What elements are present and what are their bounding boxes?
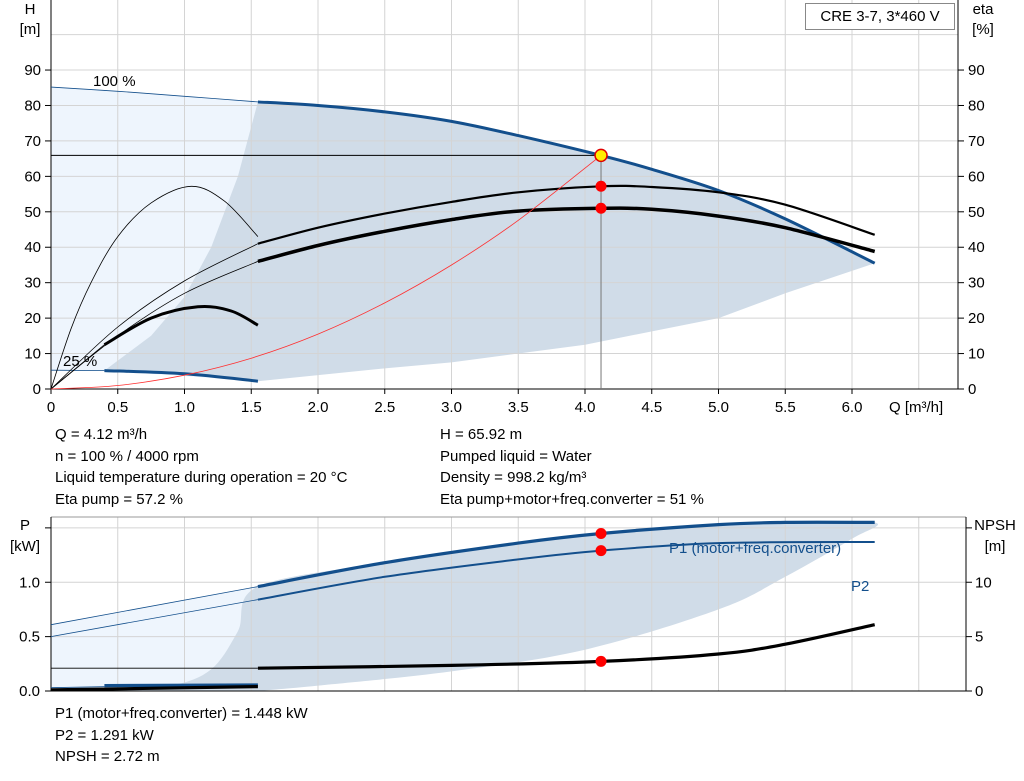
y-tick-label-right: 60 xyxy=(968,168,985,185)
curve-h100-thin xyxy=(50,86,258,103)
power-envelope xyxy=(104,521,879,691)
y-tick-label: 10 xyxy=(24,346,41,363)
readout-line: Pumped liquid = Water xyxy=(440,447,592,465)
y-tick-label: 50 xyxy=(24,204,41,221)
light-power-region xyxy=(51,586,258,691)
readout-bottom: P1 (motor+freq.converter) = 1.448 kW P2 … xyxy=(55,703,308,768)
curve-h25 xyxy=(104,369,259,383)
y-tick-label-right: 40 xyxy=(968,239,985,256)
operating-envelope xyxy=(104,101,875,382)
y-tick-label: 80 xyxy=(24,97,41,114)
duty-point-head xyxy=(594,148,608,163)
x-axis-label: Q [m³/h] xyxy=(889,399,943,416)
curve-eta_total_25 xyxy=(103,305,259,347)
y-axis-label-right: eta xyxy=(973,1,995,18)
x-tick-label: 0.5 xyxy=(107,399,128,416)
x-tick-label: 3.5 xyxy=(508,399,529,416)
y-tick-label-right: 0 xyxy=(975,683,983,700)
y-tick-label: 1.0 xyxy=(19,574,40,591)
duty-point-p1 xyxy=(595,528,607,540)
y-tick-label-right: 90 xyxy=(968,62,985,79)
x-tick-label: 0 xyxy=(47,399,55,416)
curve-eta_pump_25-thin xyxy=(50,185,259,390)
x-tick-label: 2.0 xyxy=(308,399,329,416)
x-tick-label: 6.0 xyxy=(842,399,863,416)
x-tick-label: 3.0 xyxy=(441,399,462,416)
curve-p1_25-thin xyxy=(50,686,105,689)
curve-p2 xyxy=(257,541,875,601)
curve-eta_pump-thin xyxy=(50,243,259,390)
curve-eta_pump xyxy=(257,184,876,245)
readout-line: P2 = 1.291 kW xyxy=(55,726,154,744)
x-tick-label: 4.5 xyxy=(641,399,662,416)
curve-h100 xyxy=(257,100,876,265)
curve-p1-thin xyxy=(50,586,258,626)
x-tick-label: 1.5 xyxy=(241,399,262,416)
x-tick-label: 2.5 xyxy=(374,399,395,416)
readout-line: n = 100 % / 4000 rpm xyxy=(55,447,199,465)
readout-line: Liquid temperature during operation = 20… xyxy=(55,469,348,486)
duty-point-npsh xyxy=(595,655,607,667)
duty-point-p2 xyxy=(595,545,607,557)
readout-line: P1 (motor+freq.converter) = 1.448 kW xyxy=(55,705,308,722)
readout-line: Eta pump+motor+freq.converter = 51 % xyxy=(440,490,704,508)
y-tick-label: 70 xyxy=(24,133,41,150)
y-tick-label: 60 xyxy=(24,168,41,185)
curve-p2_25 xyxy=(50,685,258,692)
curve-p2-thin xyxy=(50,599,258,637)
curve-eta_total_25-thin xyxy=(50,344,105,390)
y-tick-label: 0.5 xyxy=(19,629,40,646)
x-tick-label: 4.0 xyxy=(575,399,596,416)
y-tick-label-right: 80 xyxy=(968,97,985,114)
duty-point-eta-total xyxy=(595,202,607,214)
curve-system-thin xyxy=(50,155,602,390)
legend-p2: P2 xyxy=(851,578,869,595)
y-tick-label: 30 xyxy=(24,275,41,292)
readout-line: H = 65.92 m xyxy=(440,426,523,443)
y-tick-label-right: 20 xyxy=(968,310,985,327)
x-tick-label: 5.5 xyxy=(775,399,796,416)
y-tick-label: 0 xyxy=(33,381,41,398)
y-tick-label: 90 xyxy=(24,62,41,79)
pump-title-box: CRE 3-7, 3*460 V xyxy=(805,3,955,30)
npsh-axis-label: NPSH xyxy=(974,517,1016,534)
curve-p1_25 xyxy=(104,683,258,688)
readout-line: NPSH = 2.72 m xyxy=(55,748,160,765)
y-tick-label-right: 10 xyxy=(975,574,992,591)
legend-p1: P1 (motor+freq.converter) xyxy=(669,540,841,557)
y-tick-label-right: 0 xyxy=(968,381,976,398)
p-axis-label: P xyxy=(20,517,30,534)
p-axis-unit: [kW] xyxy=(10,538,40,555)
y-axis-label-left: H xyxy=(25,1,36,18)
y-axis-unit-left: [m] xyxy=(20,21,41,38)
readout-top-right: H = 65.92 m Pumped liquid = Water Densit… xyxy=(440,424,704,510)
y-tick-label-right: 30 xyxy=(968,275,985,292)
speed-label-100: 100 % xyxy=(93,73,136,90)
x-tick-label: 1.0 xyxy=(174,399,195,416)
y-axis-unit-right: [%] xyxy=(972,21,994,38)
curve-p1 xyxy=(257,520,875,589)
y-tick-label: 0.0 xyxy=(19,683,40,700)
y-tick-label-right: 10 xyxy=(968,346,985,363)
y-tick-label: 40 xyxy=(24,239,41,256)
duty-point-eta-pump xyxy=(595,180,607,192)
y-tick-label: 20 xyxy=(24,310,41,327)
readout-line: Density = 998.2 kg/m³ xyxy=(440,469,587,486)
y-tick-label-right: 5 xyxy=(975,629,983,646)
y-tick-label-right: 50 xyxy=(968,204,985,221)
npsh-axis-unit: [m] xyxy=(985,538,1006,555)
curve-eta_total xyxy=(257,206,876,264)
readout-line: Eta pump = 57.2 % xyxy=(55,490,183,508)
readout-line: Q = 4.12 m³/h xyxy=(55,426,148,443)
x-tick-label: 5.0 xyxy=(708,399,729,416)
readout-top-left: Q = 4.12 m³/h n = 100 % / 4000 rpm Liqui… xyxy=(55,424,347,510)
curve-npsh xyxy=(257,623,876,670)
y-tick-label-right: 70 xyxy=(968,133,985,150)
